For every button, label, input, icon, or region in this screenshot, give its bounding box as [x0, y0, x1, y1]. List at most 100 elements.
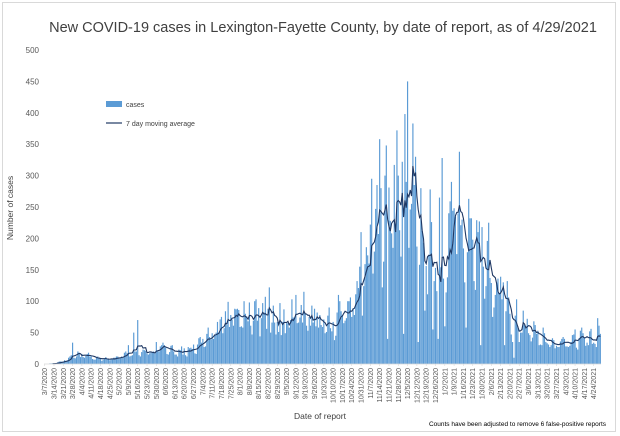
x-tick-label: 4/3/2021: [563, 368, 570, 395]
bar: [97, 356, 99, 364]
bar: [199, 337, 201, 364]
bar: [173, 351, 175, 364]
bar: [567, 347, 570, 364]
bar: [73, 357, 75, 364]
y-axis-title: Number of cases: [5, 176, 15, 240]
bar: [406, 81, 409, 365]
bar: [188, 348, 191, 364]
bar: [278, 331, 280, 364]
x-tick-label: 5/30/2020: [154, 368, 161, 399]
bar: [288, 327, 290, 364]
bar: [561, 338, 563, 364]
bar: [582, 333, 584, 364]
bar: [234, 308, 236, 364]
bar: [421, 230, 423, 364]
bar: [106, 358, 108, 364]
bar: [375, 208, 377, 364]
bar: [409, 209, 411, 364]
bar: [593, 342, 595, 364]
y-tick-label: 300: [26, 172, 40, 181]
bar: [392, 247, 394, 364]
bar: [110, 358, 112, 364]
bar: [252, 320, 254, 364]
bar: [319, 315, 321, 364]
bar: [468, 198, 470, 364]
x-tick-label: 12/12/2020: [414, 368, 421, 403]
bar: [226, 325, 228, 364]
bar: [444, 326, 446, 364]
bar: [466, 252, 468, 364]
bar: [115, 356, 118, 364]
bar: [513, 357, 515, 364]
bar: [416, 246, 418, 364]
x-tick-label: 6/20/2020: [182, 368, 189, 399]
bar: [570, 342, 572, 364]
bar: [316, 312, 318, 364]
bar: [307, 330, 309, 364]
bar: [417, 342, 419, 364]
bar: [157, 350, 159, 364]
x-tick-label: 5/2/2020: [117, 368, 124, 395]
bar: [575, 347, 577, 364]
bar: [321, 326, 324, 364]
bar: [454, 217, 457, 364]
y-tick-label: 450: [26, 77, 40, 86]
bar: [292, 317, 294, 364]
bar: [286, 323, 288, 364]
bar: [212, 338, 215, 364]
bar: [359, 266, 361, 364]
bar: [450, 181, 453, 364]
bar: [196, 344, 199, 364]
bar: [500, 276, 502, 364]
bar: [219, 319, 221, 364]
y-axis-ticks: 0 50 100 150 200 250 300 350 400 450 500: [26, 46, 40, 369]
x-tick-label: 2/20/2021: [507, 368, 514, 399]
bar: [109, 360, 111, 364]
bar: [166, 353, 168, 364]
bar: [270, 332, 272, 364]
bar: [353, 315, 355, 364]
bar: [174, 354, 176, 364]
bar: [131, 355, 133, 364]
bar: [305, 325, 308, 364]
bar: [114, 357, 116, 364]
bar: [122, 357, 124, 364]
bar: [119, 358, 122, 364]
bar: [191, 348, 193, 364]
bar: [557, 347, 559, 364]
bar: [235, 309, 237, 364]
x-tick-label: 2/27/2021: [517, 368, 524, 399]
bar: [413, 185, 415, 364]
bar: [138, 355, 140, 364]
bar: [129, 356, 131, 364]
bar: [275, 334, 277, 364]
bar: [498, 294, 500, 364]
bar: [598, 325, 600, 364]
bar: [537, 330, 539, 364]
bar: [296, 323, 298, 364]
x-tick-label: 6/27/2020: [191, 368, 198, 399]
bar: [82, 357, 84, 364]
bar: [569, 345, 571, 364]
bar: [335, 335, 337, 364]
bar: [363, 286, 365, 364]
x-tick-label: 4/4/2020: [79, 368, 86, 395]
x-axis-ticks: 3/7/2020 3/14/2020 3/21/2020 3/28/2020 4/4/2…: [42, 364, 598, 403]
bar: [329, 328, 332, 364]
bar: [133, 332, 135, 364]
bar: [429, 189, 431, 364]
bar: [387, 338, 389, 364]
bar: [381, 287, 383, 364]
x-tick-label: 12/19/2020: [424, 368, 431, 403]
x-tick-label: 5/9/2020: [126, 368, 133, 395]
bar: [231, 319, 233, 364]
bar: [369, 224, 371, 364]
bar: [438, 197, 441, 364]
bar: [404, 114, 406, 364]
bar: [194, 353, 196, 364]
bar: [331, 331, 333, 364]
bar: [509, 313, 511, 364]
bar: [440, 267, 442, 364]
bar: [118, 358, 120, 364]
x-tick-label: 2/13/2021: [498, 368, 505, 399]
